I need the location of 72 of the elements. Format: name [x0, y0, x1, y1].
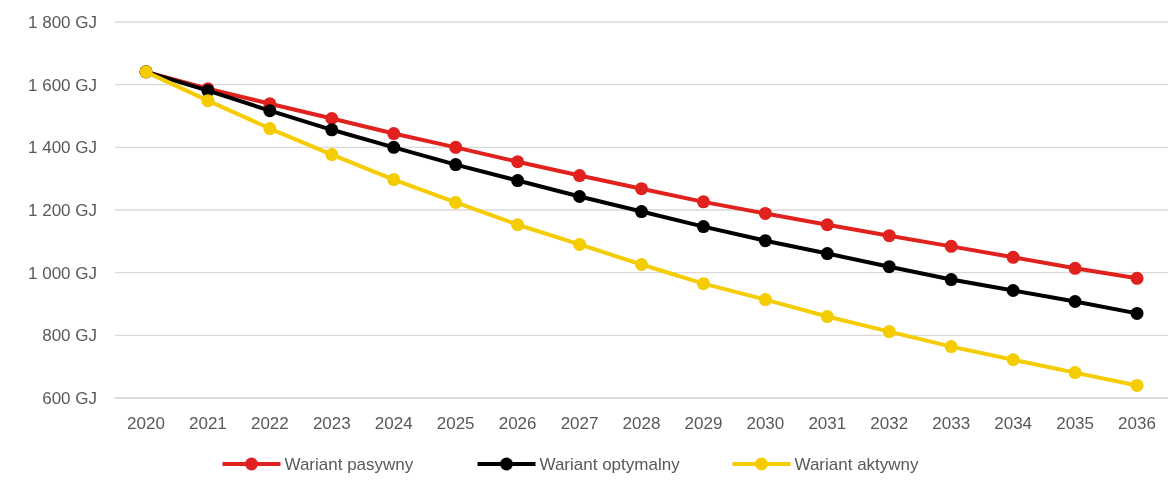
legend-label: Wariant optymalny [539, 454, 681, 474]
x-tick-label: 2032 [870, 414, 909, 433]
y-tick-label: 1 800 GJ [28, 12, 97, 32]
point [1068, 261, 1082, 275]
point [387, 127, 401, 141]
point [1006, 353, 1020, 367]
y-tick-label: 600 GJ [42, 388, 97, 408]
point [1068, 366, 1082, 380]
y-tick-label: 1 400 GJ [28, 138, 97, 158]
point [1130, 306, 1144, 320]
x-tick-label: 2030 [746, 414, 785, 433]
point [820, 218, 834, 232]
point [882, 260, 896, 274]
point [635, 182, 648, 196]
x-tick-label: 2027 [560, 414, 599, 433]
point [449, 195, 463, 209]
x-tick-label: 2021 [189, 414, 227, 433]
point [573, 169, 587, 183]
point [696, 277, 710, 291]
point [944, 273, 958, 287]
point [1130, 378, 1144, 392]
point [573, 190, 587, 204]
point [635, 205, 648, 219]
x-tick-label: 2025 [436, 414, 475, 433]
point [201, 94, 215, 108]
point [325, 148, 339, 162]
x-tick-label: 2033 [932, 414, 971, 433]
x-tick-label: 2034 [994, 414, 1033, 433]
point [387, 140, 401, 154]
point [511, 174, 525, 188]
point [820, 247, 834, 261]
y-tick-label: 800 GJ [42, 326, 97, 346]
y-tick-label: 1 200 GJ [28, 200, 97, 220]
point [511, 155, 525, 169]
point [1006, 250, 1020, 264]
point [758, 234, 772, 248]
point [263, 104, 277, 118]
legend-label: Wariant pasywny [284, 454, 414, 474]
point [944, 239, 958, 253]
x-tick-label: 2026 [498, 414, 537, 433]
point [325, 123, 339, 137]
point [573, 237, 587, 251]
point [758, 293, 772, 307]
x-tick-label: 2024 [374, 414, 413, 433]
point [449, 140, 463, 154]
point [635, 258, 648, 272]
x-tick-label: 2029 [684, 414, 723, 433]
point [696, 220, 710, 234]
x-tick-label: 2022 [250, 414, 289, 433]
point [1130, 271, 1144, 285]
point [511, 218, 525, 232]
y-tick-label: 1 600 GJ [28, 75, 97, 95]
y-tick-label: 1 000 GJ [28, 263, 97, 283]
x-tick-label: 2036 [1118, 414, 1156, 433]
point [1006, 284, 1020, 298]
point [1068, 294, 1082, 308]
point [696, 195, 710, 209]
point [449, 158, 463, 172]
legend-label: Wariant aktywny [794, 454, 920, 474]
x-tick-label: 2035 [1056, 414, 1094, 433]
x-tick-label: 2028 [622, 414, 661, 433]
x-tick-label: 2020 [127, 414, 165, 433]
point [882, 229, 896, 243]
x-tick-label: 2031 [808, 414, 847, 433]
point [944, 340, 958, 354]
point [882, 325, 896, 339]
point [263, 122, 277, 136]
point [820, 310, 834, 324]
x-tick-label: 2023 [312, 414, 351, 433]
point [387, 173, 401, 187]
point [325, 112, 339, 126]
point [758, 206, 772, 220]
